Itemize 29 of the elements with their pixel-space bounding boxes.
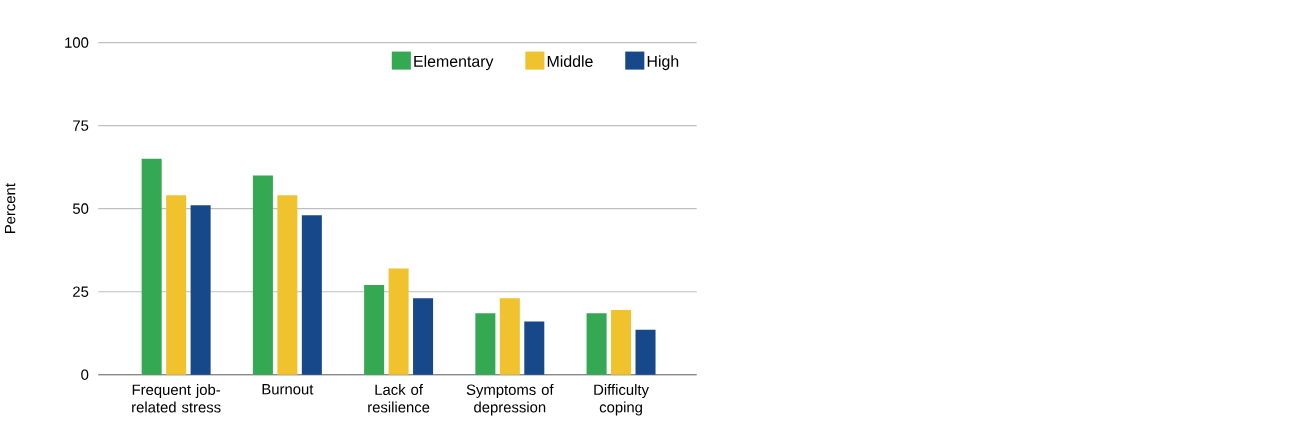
bar — [252, 175, 273, 375]
bar — [364, 285, 385, 375]
y-tick-label: 75 — [73, 120, 89, 131]
y-tick-label: 25 — [73, 286, 89, 298]
x-tick-label: Difficulty coping — [594, 384, 649, 416]
bar — [635, 329, 656, 375]
y-tick-label: 50 — [72, 203, 89, 215]
bar — [499, 298, 520, 375]
x-tick-label: Lack of resilience — [368, 384, 430, 413]
bar — [413, 298, 434, 375]
bar — [301, 215, 322, 375]
bar — [166, 195, 187, 375]
y-axis-title: Percent — [4, 183, 16, 234]
x-tick-label: Symptoms of depression — [466, 384, 554, 416]
bar — [611, 310, 632, 375]
legend-label: Elementary — [414, 55, 494, 71]
y-tick-label: 0 — [81, 369, 89, 381]
x-tick-label: Frequent job-related stress — [132, 384, 221, 413]
bar — [190, 205, 211, 375]
bar — [141, 158, 162, 375]
bar — [388, 268, 409, 375]
bar — [524, 321, 545, 375]
bar — [277, 195, 298, 375]
bar — [475, 313, 496, 375]
legend-label: High — [647, 55, 679, 71]
y-tick-label: 100 — [65, 37, 89, 48]
x-tick-label: Burnout — [262, 384, 314, 395]
legend-label: Middle — [547, 55, 593, 68]
bar — [586, 313, 607, 375]
